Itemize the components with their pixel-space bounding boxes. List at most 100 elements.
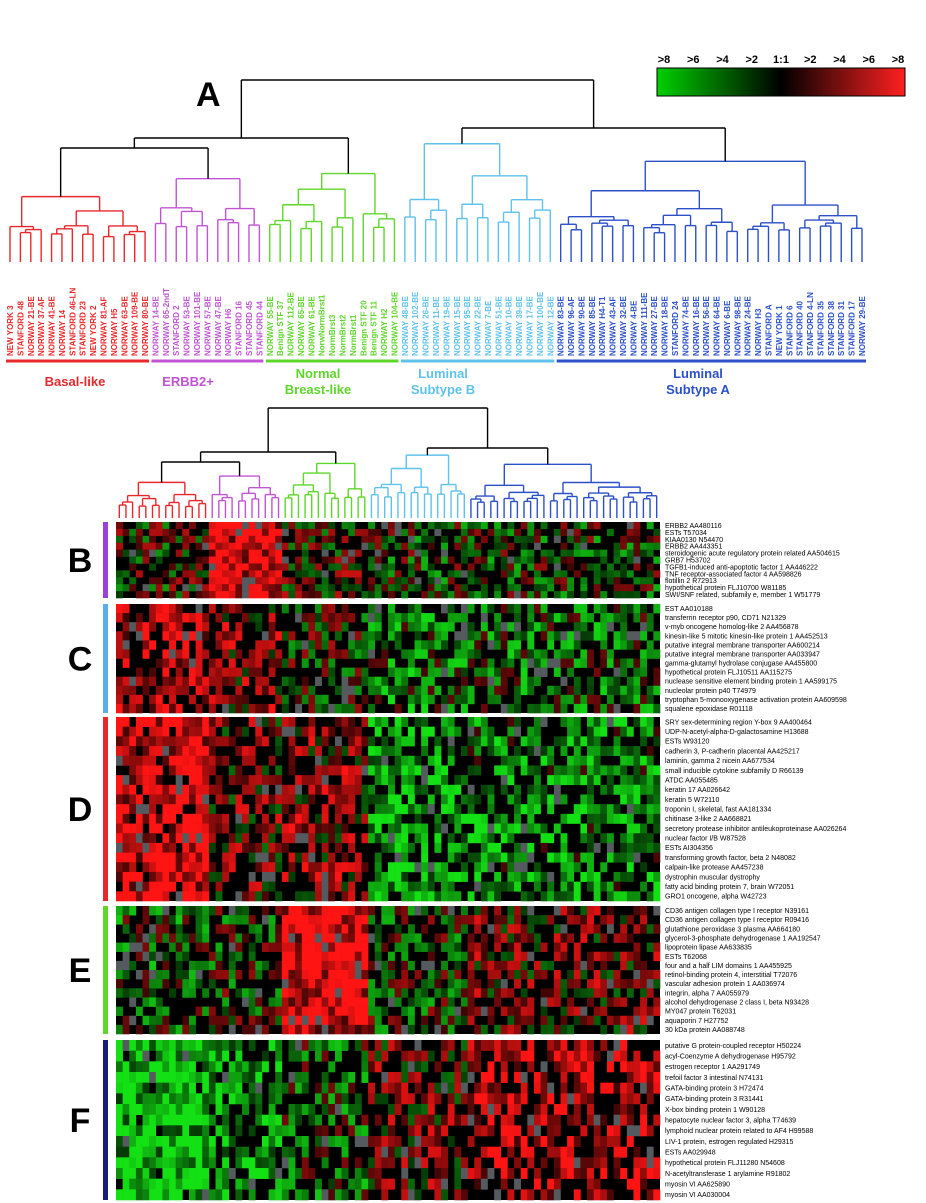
heatmap-cell <box>295 933 303 943</box>
heatmap-cell <box>421 613 429 623</box>
heatmap-cell <box>348 842 356 853</box>
heatmap-cell <box>421 556 429 564</box>
heatmap-cell <box>116 833 123 844</box>
heatmap-cell <box>626 842 634 853</box>
heatmap-cell <box>215 970 223 980</box>
heatmap-cell <box>447 988 455 998</box>
heatmap-cell <box>215 1050 223 1062</box>
heatmap-cell <box>467 528 475 537</box>
heatmap-cell <box>122 1178 130 1190</box>
heatmap-cell <box>142 1104 150 1115</box>
heatmap-cell <box>308 556 316 564</box>
heatmap-cell <box>215 1024 223 1035</box>
heatmap-cell <box>315 658 322 668</box>
heatmap-cell <box>441 703 448 714</box>
heatmap-cell <box>255 577 263 585</box>
heatmap-cell <box>447 717 455 727</box>
heatmap-cell <box>182 813 190 824</box>
sample-label: STANFORD 23 <box>79 300 88 356</box>
heatmap-cell <box>573 685 581 696</box>
heatmap-cell <box>182 823 190 834</box>
heatmap-cell <box>460 951 468 962</box>
heatmap-cell <box>613 1125 621 1137</box>
heatmap-cell <box>122 970 130 980</box>
sample-label: NEW YORK 2 <box>89 305 98 356</box>
heatmap-cell <box>195 1168 203 1179</box>
heatmap-cell <box>560 577 568 585</box>
heatmap-cell <box>613 676 621 687</box>
cluster-letter: E <box>69 952 92 990</box>
heatmap-cell <box>348 640 356 650</box>
heatmap-cell <box>149 933 157 943</box>
heatmap-cell <box>122 842 130 853</box>
heatmap-cell <box>288 1157 296 1169</box>
heatmap-cell <box>235 1040 243 1051</box>
heatmap-cell <box>348 862 356 873</box>
heatmap-cell <box>587 1072 594 1083</box>
heatmap-cell <box>600 1136 608 1147</box>
heatmap-cell <box>368 794 376 805</box>
heatmap-cell <box>633 1072 641 1083</box>
heatmap-cell <box>208 591 216 599</box>
heatmap-cell <box>222 924 230 934</box>
heatmap-cell <box>653 891 661 902</box>
heatmap-cell <box>328 979 336 989</box>
heatmap-cell <box>434 1178 442 1190</box>
heatmap-cell <box>560 1082 568 1094</box>
heatmap-cell <box>308 1006 316 1017</box>
heatmap-cell <box>122 823 130 834</box>
heatmap-cell <box>228 970 236 980</box>
heatmap-cell <box>653 667 661 677</box>
heatmap-cell <box>427 1125 435 1137</box>
heatmap-cell <box>474 1024 482 1035</box>
heatmap-cell <box>374 755 382 766</box>
heatmap-cell <box>328 613 336 623</box>
heatmap-cell <box>261 842 269 853</box>
heatmap-cell <box>547 1082 555 1094</box>
sample-label: NORWAY 29-BE <box>858 295 867 356</box>
heatmap-cell <box>368 584 376 592</box>
heatmap-cell <box>500 979 508 989</box>
heatmap-cell <box>567 970 575 980</box>
heatmap-cell <box>646 1072 654 1083</box>
heatmap-cell <box>653 736 661 747</box>
heatmap-cell <box>454 570 462 578</box>
heatmap-cell <box>467 804 475 815</box>
heatmap-cell <box>169 852 176 863</box>
heatmap-cell <box>527 997 535 1007</box>
heatmap-cell <box>202 942 210 953</box>
heatmap-cell <box>368 906 376 916</box>
heatmap-cell <box>169 736 176 747</box>
heatmap-cell <box>480 1125 488 1137</box>
heatmap-cell <box>155 591 163 599</box>
heatmap-cell <box>560 871 568 882</box>
heatmap-cell <box>494 924 502 934</box>
heatmap-cell <box>155 522 163 530</box>
heatmap-cell <box>182 1093 190 1105</box>
heatmap-cell <box>580 577 588 585</box>
heatmap-cell <box>441 960 448 971</box>
heatmap-cell <box>540 584 548 592</box>
heatmap-cell <box>129 584 137 592</box>
heatmap-cell <box>388 622 395 632</box>
heatmap-cell <box>394 1146 402 1158</box>
heatmap-cell <box>494 622 502 632</box>
heatmap-cell <box>514 862 521 873</box>
heatmap-cell <box>301 1189 309 1201</box>
heatmap-cell <box>427 622 435 632</box>
heatmap-cell <box>295 833 303 844</box>
heatmap-cell <box>169 933 176 943</box>
heatmap-cell <box>169 703 176 714</box>
heatmap-cell <box>215 667 223 677</box>
heatmap-cell <box>268 1168 276 1179</box>
heatmap-cell <box>480 842 488 853</box>
heatmap-cell <box>487 988 495 998</box>
heatmap-cell <box>441 891 448 902</box>
heatmap-cell <box>142 1178 150 1190</box>
heatmap-cell <box>149 584 157 592</box>
heatmap-cell <box>547 1114 555 1126</box>
heatmap-cell <box>507 604 515 614</box>
heatmap-cell <box>175 1072 183 1083</box>
heatmap-cell <box>116 717 123 727</box>
heatmap-cell <box>142 979 150 989</box>
